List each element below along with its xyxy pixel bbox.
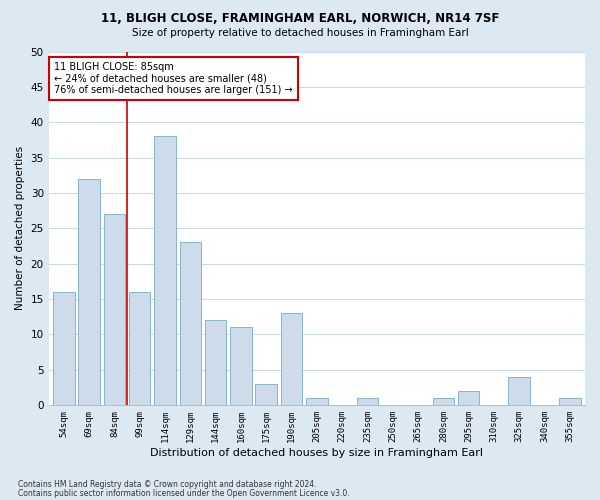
Text: 11, BLIGH CLOSE, FRAMINGHAM EARL, NORWICH, NR14 7SF: 11, BLIGH CLOSE, FRAMINGHAM EARL, NORWIC… <box>101 12 499 26</box>
Bar <box>154 136 176 405</box>
Text: 11 BLIGH CLOSE: 85sqm
← 24% of detached houses are smaller (48)
76% of semi-deta: 11 BLIGH CLOSE: 85sqm ← 24% of detached … <box>54 62 293 96</box>
Bar <box>356 398 378 405</box>
Bar <box>306 398 328 405</box>
Bar <box>230 327 251 405</box>
Text: Size of property relative to detached houses in Framingham Earl: Size of property relative to detached ho… <box>131 28 469 38</box>
Bar <box>79 178 100 405</box>
Bar <box>281 313 302 405</box>
Bar <box>53 292 74 405</box>
Y-axis label: Number of detached properties: Number of detached properties <box>15 146 25 310</box>
Bar <box>256 384 277 405</box>
Text: Contains HM Land Registry data © Crown copyright and database right 2024.: Contains HM Land Registry data © Crown c… <box>18 480 317 489</box>
Bar <box>104 214 125 405</box>
Bar <box>179 242 201 405</box>
Bar <box>559 398 581 405</box>
Bar <box>433 398 454 405</box>
X-axis label: Distribution of detached houses by size in Framingham Earl: Distribution of detached houses by size … <box>151 448 484 458</box>
Bar <box>458 390 479 405</box>
Bar <box>129 292 151 405</box>
Bar <box>205 320 226 405</box>
Bar <box>508 376 530 405</box>
Text: Contains public sector information licensed under the Open Government Licence v3: Contains public sector information licen… <box>18 488 350 498</box>
